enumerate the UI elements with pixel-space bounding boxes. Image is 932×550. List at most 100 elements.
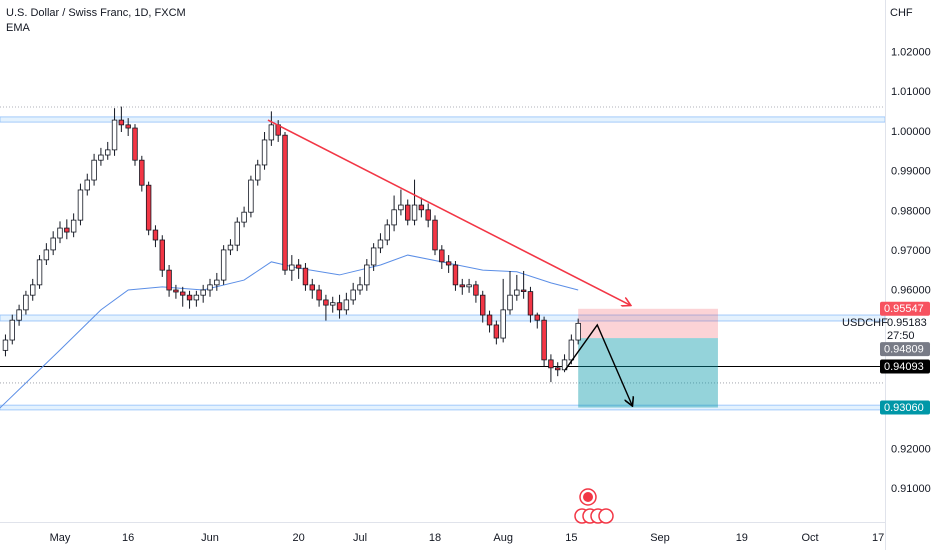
candle-body [193, 294, 200, 301]
candle-body [145, 184, 152, 231]
x-tick-label: 15 [565, 532, 577, 544]
candle-body [248, 179, 254, 213]
candle-body [473, 284, 479, 296]
candle-body [282, 134, 288, 271]
y-axis-label: CHF [890, 7, 913, 19]
candle-body [261, 139, 268, 166]
candle-body [561, 359, 568, 371]
candle-body [330, 302, 336, 306]
event-icons [574, 488, 614, 524]
candle-body [118, 119, 125, 126]
candle-body [575, 322, 581, 341]
candle-body [439, 249, 445, 263]
x-tick-label: May [50, 532, 71, 544]
candle-body [152, 229, 159, 241]
candle-body [268, 124, 275, 141]
candle-body [486, 314, 493, 326]
candle-body [220, 249, 227, 281]
candle-body [111, 119, 118, 151]
candle-body [180, 291, 186, 296]
candle-body [411, 204, 418, 221]
candle-body [432, 219, 438, 251]
x-tick-label: 17 [872, 532, 884, 544]
y-tick-label: 0.92000 [891, 444, 931, 456]
last-price: 0.95183 [887, 317, 927, 329]
candle-body [91, 159, 97, 181]
candle-body [514, 289, 520, 296]
support-zone [0, 404, 885, 411]
candle-body [98, 154, 104, 161]
candle-body [234, 221, 240, 246]
price-tag [880, 359, 930, 374]
candle-body [480, 294, 486, 316]
y-tick-label: 0.96000 [891, 285, 931, 297]
support-zone [0, 116, 885, 123]
chart-title: U.S. Dollar / Swiss Franc, 1D, FXCM [6, 7, 186, 19]
candle-body [309, 284, 315, 291]
candle-body [166, 269, 172, 291]
plot-area [0, 106, 885, 411]
candle-body [364, 264, 370, 286]
candle-body [384, 224, 390, 241]
symbol-label: USDCHF [842, 317, 888, 329]
candle-body [445, 261, 452, 266]
candle-body [527, 291, 534, 316]
candle-body [452, 264, 459, 286]
candle-body [295, 264, 302, 269]
candle-body [77, 189, 84, 221]
candle-body [173, 289, 179, 293]
x-tick-label: Sep [650, 532, 670, 544]
trend-line [267, 119, 630, 305]
candle-body [84, 179, 90, 191]
x-tick-label: Jun [201, 532, 219, 544]
candle-body [357, 284, 363, 291]
candle-body [425, 209, 431, 221]
candle-body [350, 289, 356, 301]
price-tag-label: 0.95547 [884, 303, 924, 315]
price-tag [880, 342, 930, 357]
candle-body [343, 299, 350, 311]
candle-body [336, 302, 343, 311]
x-tick-label: Oct [801, 532, 818, 544]
candle-body [555, 367, 561, 371]
candle-body [30, 284, 36, 296]
candle-body [548, 359, 554, 369]
candle-body [255, 164, 261, 181]
candle-body [200, 289, 206, 296]
candle-body [568, 339, 575, 361]
candle-body [139, 159, 145, 186]
price-tag [880, 301, 930, 316]
candle-body [289, 264, 295, 271]
candle-body [391, 209, 397, 226]
y-tick-label: 0.97000 [891, 245, 931, 257]
candle-body [534, 314, 540, 321]
candle-body [9, 319, 15, 341]
candle-body [418, 204, 425, 211]
x-tick-label: Aug [493, 532, 513, 544]
y-tick-label: 0.98000 [891, 205, 931, 217]
candle-body [214, 279, 220, 286]
y-tick-label: 0.91000 [891, 483, 931, 495]
y-tick-label: 1.01000 [891, 86, 931, 98]
candle-body [23, 294, 29, 311]
candle-body [500, 309, 506, 339]
candle-body [125, 124, 131, 129]
candle-body [159, 239, 165, 271]
candle-body [57, 227, 63, 239]
candle-body [2, 339, 9, 351]
candle-body [227, 244, 234, 251]
candle-body [302, 267, 309, 286]
candle-body [459, 284, 465, 288]
candle-body [105, 149, 111, 156]
candle-body [70, 219, 77, 233]
ema-line [0, 254, 579, 409]
x-tick-label: 18 [429, 532, 441, 544]
candle-body [207, 284, 213, 291]
target-zone [578, 338, 718, 408]
indicator-label: EMA [6, 22, 31, 34]
candle-body [241, 211, 247, 223]
candle-body [377, 239, 384, 249]
countdown: 27:50 [887, 330, 915, 342]
price-tag [880, 400, 930, 415]
